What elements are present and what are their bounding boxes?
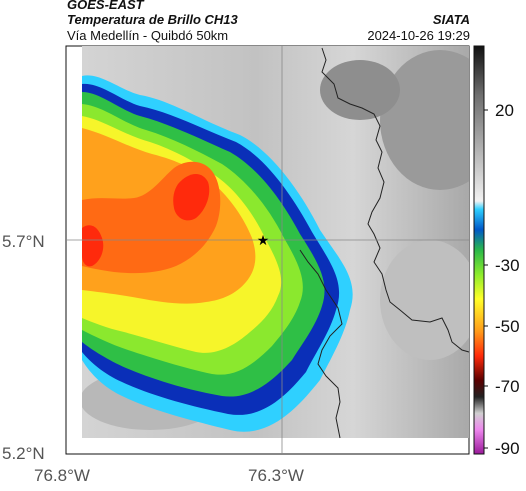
cloud-patch [380, 240, 469, 360]
colorbar-label: -30 [495, 256, 520, 275]
lon-label: 76.3°W [248, 466, 304, 485]
colorbar-label: -90 [495, 439, 520, 458]
colorbar-label: 20 [495, 101, 514, 120]
border-line [321, 47, 470, 353]
lat-label: 5.2°N [2, 444, 45, 463]
storm-layer-red [82, 225, 104, 267]
lat-label: 5.7°N [2, 232, 45, 251]
lon-label: 76.8°W [34, 466, 90, 485]
location-star-icon: ★ [257, 232, 270, 248]
colorbar-label: -50 [495, 317, 520, 336]
colorbar [473, 45, 485, 455]
border-line [299, 249, 343, 439]
product-title: Temperatura de Brillo CH13 [67, 12, 238, 27]
cloud-patch [380, 50, 469, 190]
brand-label: SIATA [432, 12, 470, 27]
region-label: Vía Medellín - Quibdó 50km [67, 28, 229, 43]
cloud-patch [320, 60, 400, 120]
colorbar-label: -70 [495, 377, 520, 396]
satellite-image [82, 46, 469, 438]
storm-layer-red [173, 173, 210, 221]
timestamp-label: 2024-10-26 19:29 [367, 28, 470, 43]
satellite-title: GOES-EAST [67, 0, 144, 12]
